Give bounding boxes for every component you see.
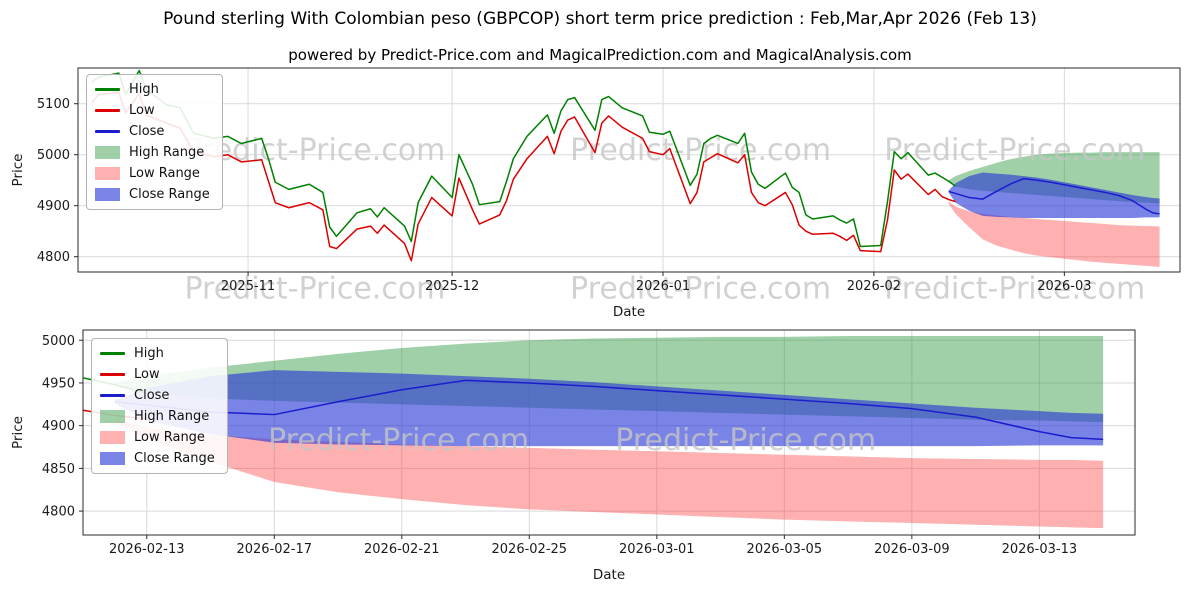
close-line	[948, 177, 1160, 215]
close-swatch	[100, 394, 125, 397]
high-swatch	[100, 352, 125, 355]
x-tick-label: 2026-03-13	[1002, 542, 1078, 557]
price-history-chart: Predict-Price.com Predict-Price.com Predic…	[10, 67, 1181, 320]
watermark-text: Predict-Price.com	[268, 423, 529, 458]
y-tick-label: 5000	[42, 334, 75, 349]
y-tick-label: 4800	[42, 505, 75, 520]
page-title: Pound sterling With Colombian peso (GBPC…	[163, 9, 1037, 29]
legend-label: High	[134, 346, 164, 361]
x-tick-label: 2026-03	[1037, 279, 1091, 294]
y-tick-label: 4900	[37, 199, 70, 214]
close-range-band	[114, 370, 1104, 447]
watermark-text: Predict-Price.com	[184, 272, 445, 307]
x-tick-label: 2026-01	[636, 279, 690, 294]
legend-label: Close Range	[134, 451, 215, 466]
legend-label: Low Range	[129, 166, 200, 181]
legend-label: Low	[134, 367, 160, 382]
legend-label: Close Range	[129, 187, 210, 202]
price-lines	[91, 69, 1160, 262]
low-swatch	[95, 109, 120, 112]
x-axis-label: Date	[613, 304, 645, 320]
legend-item-close-range: Close Range	[95, 185, 210, 204]
legend-item-low: Low	[100, 365, 215, 384]
low-line	[91, 91, 956, 262]
legend-item-high: High	[100, 344, 215, 363]
legend-label: High Range	[129, 145, 205, 160]
y-axis-label: Price	[10, 416, 26, 449]
legend-item-close: Close	[100, 386, 215, 405]
legend-item-high-range: High Range	[95, 143, 210, 162]
y-tick-label: 5100	[37, 97, 70, 112]
close-swatch	[95, 130, 120, 133]
y-tick-label: 5000	[37, 148, 70, 163]
close-range-swatch	[100, 452, 125, 465]
x-tick-label: 2026-03-01	[619, 542, 695, 557]
legend-item-low-range: Low Range	[100, 428, 215, 447]
x-tick-label: 2026-03-05	[747, 542, 823, 557]
x-tick-label: 2025-11	[221, 279, 275, 294]
high-swatch	[95, 88, 120, 91]
legend-label: Close	[129, 124, 165, 139]
high-range-swatch	[95, 146, 120, 159]
legend-item-high: High	[95, 80, 210, 99]
low-range-swatch	[100, 431, 125, 444]
x-tick-label: 2026-02-13	[109, 542, 185, 557]
x-tick-label: 2026-02	[847, 279, 901, 294]
legend-item-high-range: High Range	[100, 407, 215, 426]
x-axis-label: Date	[593, 567, 625, 583]
low-range-swatch	[95, 167, 120, 180]
y-tick-label: 4950	[42, 376, 75, 391]
x-tick-label: 2026-02-21	[364, 542, 440, 557]
legend-label: High Range	[134, 409, 210, 424]
legend-top: High Low Close High Range Low Range Close Ran…	[86, 74, 223, 210]
legend-item-low: Low	[95, 101, 210, 120]
watermark-text: Predict-Price.com	[570, 133, 831, 168]
legend-label: Close	[134, 388, 170, 403]
legend-item-low-range: Low Range	[95, 164, 210, 183]
x-tick-label: 2025-12	[425, 279, 479, 294]
high-line	[91, 69, 956, 248]
watermark-text: Predict-Price.com	[884, 133, 1145, 168]
legend-label: High	[129, 82, 159, 97]
y-axis-label: Price	[10, 154, 26, 187]
watermark-text: Predict-Price.com	[570, 272, 831, 307]
watermark-text: Predict-Price.com	[884, 272, 1145, 307]
close-range-swatch	[95, 188, 120, 201]
x-tick-label: 2026-03-09	[874, 542, 950, 557]
legend-bottom: High Low Close High Range Low Range Close Ran…	[91, 338, 228, 474]
y-tick-label: 4800	[37, 250, 70, 265]
watermark-text: Predict-Price.com	[184, 133, 445, 168]
prediction-zoom-chart: Predict-Price.com Predict-Price.com 2026-0…	[10, 329, 1136, 583]
y-tick-label: 4850	[42, 462, 75, 477]
forecast-bands	[114, 335, 1104, 529]
forecast-bands	[948, 152, 1160, 267]
plot-border	[77, 67, 1181, 273]
plot-border	[82, 329, 1136, 536]
high-range-swatch	[100, 410, 125, 423]
close-range-band	[948, 172, 1160, 218]
y-tick-label: 4900	[42, 419, 75, 434]
x-tick-label: 2026-02-17	[236, 542, 312, 557]
low-range-band	[114, 418, 1104, 529]
low-swatch	[100, 373, 125, 376]
legend-label: Low Range	[134, 430, 205, 445]
legend-label: Low	[129, 103, 155, 118]
legend-item-close-range: Close Range	[100, 449, 215, 468]
legend-item-close: Close	[95, 122, 210, 141]
x-tick-label: 2026-02-25	[492, 542, 568, 557]
page-subtitle: powered by Predict-Price.com and Magical…	[288, 46, 912, 64]
close-line	[114, 379, 1104, 441]
low-range-band	[948, 201, 1160, 267]
watermark-text: Predict-Price.com	[615, 423, 876, 458]
